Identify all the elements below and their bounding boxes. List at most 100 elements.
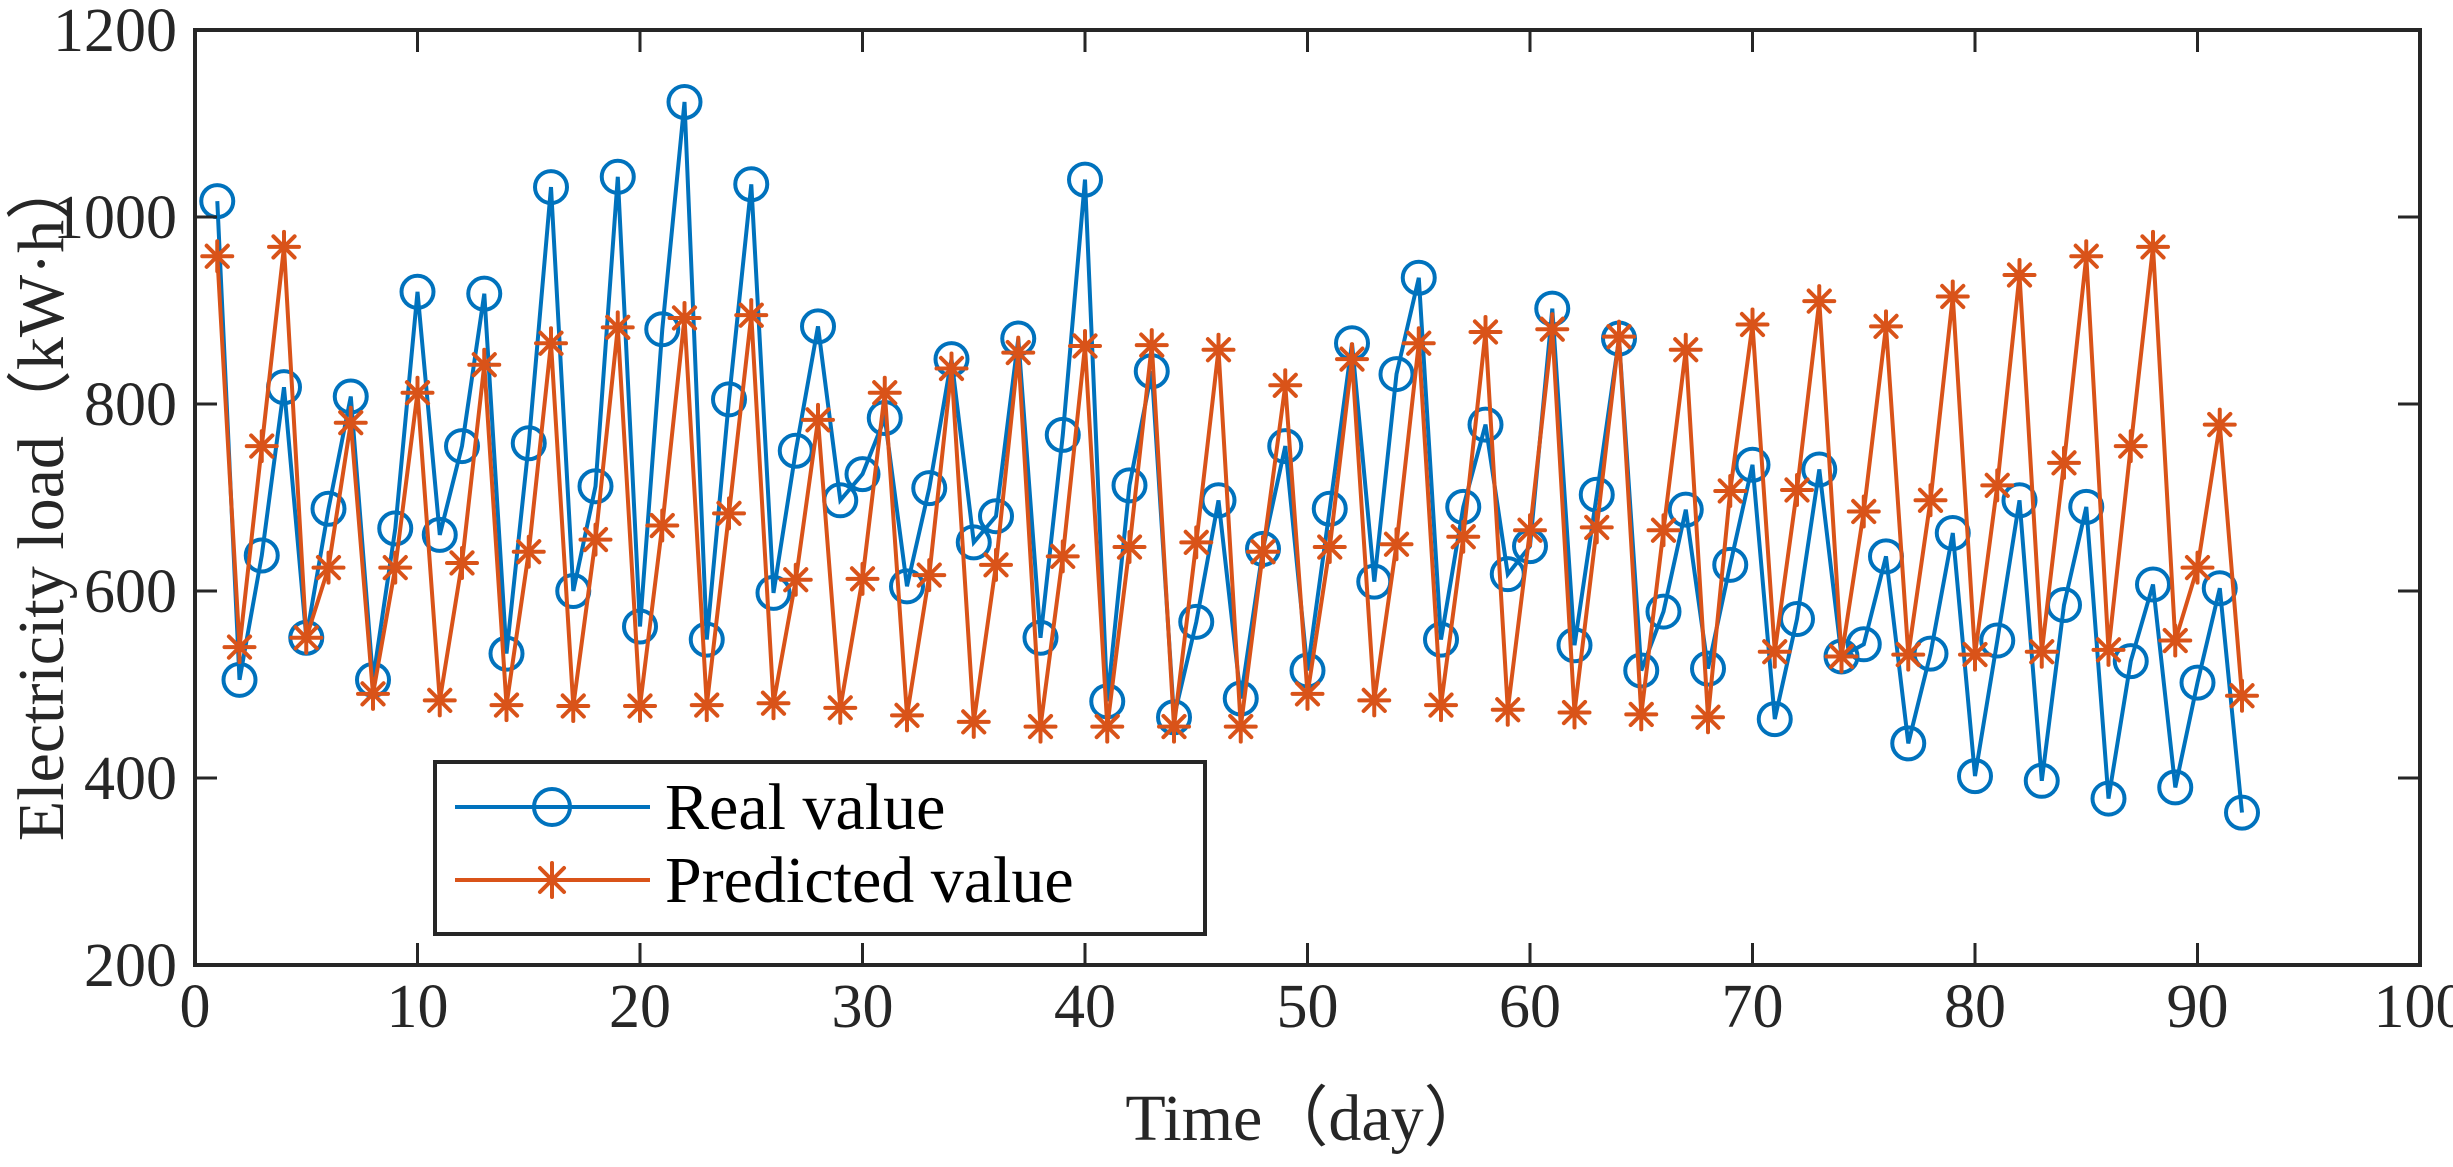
- data-point-real-value: [1400, 259, 1437, 296]
- x-tick-label: 10: [387, 973, 449, 1041]
- data-point-real-value: [377, 510, 414, 547]
- asterisk-stroke: [1472, 319, 1499, 345]
- asterisk-stroke: [2207, 411, 2233, 438]
- x-tick-label: 80: [1944, 973, 2006, 1041]
- data-point-predicted-value: [1268, 368, 1303, 403]
- data-point-predicted-value: [200, 239, 235, 274]
- data-point-predicted-value: [1335, 342, 1369, 377]
- asterisk-stroke: [2073, 243, 2099, 269]
- data-point-predicted-value: [600, 310, 635, 345]
- asterisk-stroke: [360, 681, 386, 707]
- asterisk-stroke: [1072, 333, 1098, 359]
- asterisk-stroke: [983, 552, 1009, 578]
- data-point-real-value: [1111, 467, 1148, 504]
- data-point-real-value: [1645, 593, 1682, 630]
- data-point-real-value: [1845, 626, 1882, 663]
- data-point-predicted-value: [1023, 709, 1058, 744]
- data-point-predicted-value: [1424, 688, 1458, 723]
- data-point-real-value: [1756, 701, 1793, 738]
- data-point-real-value: [1378, 356, 1415, 393]
- data-point-predicted-value: [1980, 468, 2015, 503]
- data-point-predicted-value: [645, 508, 680, 543]
- asterisk-stroke: [1361, 687, 1387, 714]
- data-point-real-value: [510, 425, 547, 462]
- data-point-predicted-value: [890, 698, 924, 733]
- data-point-predicted-value: [1958, 637, 1992, 672]
- asterisk-stroke: [783, 567, 809, 593]
- data-point-real-value: [310, 490, 347, 527]
- data-point-predicted-value: [289, 620, 324, 655]
- data-point-predicted-value: [267, 229, 301, 264]
- asterisk-stroke: [1027, 713, 1054, 740]
- asterisk-stroke: [1695, 704, 1721, 730]
- asterisk-stroke: [2184, 555, 2211, 581]
- asterisk-stroke: [1139, 332, 1165, 358]
- data-point-predicted-value: [1090, 709, 1125, 744]
- data-point-real-value: [399, 273, 436, 310]
- data-point-predicted-value: [1246, 534, 1280, 569]
- asterisk-stroke: [1828, 643, 1855, 670]
- data-point-predicted-value: [445, 545, 479, 580]
- data-point-predicted-value: [2225, 678, 2259, 713]
- data-point-predicted-value: [1490, 692, 1525, 727]
- data-point-predicted-value: [1891, 637, 1926, 672]
- data-point-real-value: [421, 516, 458, 553]
- asterisk-stroke: [1895, 641, 1921, 668]
- asterisk-stroke: [1228, 713, 1254, 740]
- axis-ticks: [193, 28, 2422, 967]
- asterisk-stroke: [961, 709, 987, 735]
- data-point-predicted-value: [1157, 709, 1191, 744]
- asterisk-stroke: [1317, 534, 1343, 560]
- legend-label-real-value: Real value: [665, 771, 945, 844]
- asterisk-stroke: [249, 433, 275, 459]
- data-point-real-value: [2224, 794, 2260, 831]
- asterisk-stroke: [204, 243, 230, 269]
- data-point-predicted-value: [556, 689, 591, 724]
- data-point-predicted-value: [1579, 510, 1614, 545]
- data-point-predicted-value: [1446, 519, 1481, 554]
- asterisk-stroke: [1339, 346, 1365, 372]
- series-line-real-value: [215, 101, 2244, 813]
- data-point-real-value: [1022, 619, 1059, 656]
- data-point-real-value: [599, 158, 636, 195]
- data-point-real-value: [2201, 570, 2238, 607]
- asterisk-stroke: [471, 352, 497, 378]
- data-point-predicted-value: [378, 550, 413, 585]
- asterisk-stroke: [894, 702, 920, 728]
- x-tick-label: 90: [2167, 973, 2229, 1041]
- data-point-predicted-value: [1780, 473, 1814, 508]
- asterisk-stroke: [315, 555, 342, 581]
- asterisk-stroke: [2051, 450, 2077, 476]
- data-point-real-value: [1979, 622, 2016, 659]
- legend-marker-circle-icon: [532, 787, 572, 827]
- legend: Real value Predicted value: [433, 760, 1207, 936]
- data-point-real-value: [1712, 546, 1749, 583]
- data-point-real-value: [1067, 161, 1103, 198]
- asterisk-stroke: [1940, 283, 1966, 310]
- data-point-real-value: [688, 621, 725, 658]
- data-point-predicted-value: [489, 688, 524, 723]
- data-point-predicted-value: [1201, 332, 1236, 367]
- data-point-real-value: [2157, 769, 2194, 806]
- data-point-real-value: [1667, 491, 1704, 528]
- asterisk-stroke: [449, 550, 475, 576]
- x-tick-label: 50: [1277, 973, 1339, 1041]
- data-point-predicted-value: [689, 688, 724, 723]
- data-point-predicted-value: [534, 326, 568, 361]
- asterisk-stroke: [1917, 487, 1944, 513]
- asterisk-stroke: [1005, 339, 1031, 366]
- data-point-real-value: [243, 537, 280, 574]
- data-point-predicted-value: [311, 550, 346, 585]
- data-point-real-value: [1556, 627, 1593, 664]
- asterisk-stroke: [226, 634, 253, 660]
- asterisk-stroke: [1205, 337, 1232, 363]
- asterisk-stroke: [1606, 324, 1632, 350]
- asterisk-stroke: [872, 380, 898, 406]
- asterisk-stroke: [1183, 529, 1209, 555]
- asterisk-stroke: [1495, 697, 1521, 723]
- data-point-predicted-value: [845, 561, 880, 596]
- asterisk-stroke: [1517, 517, 1543, 543]
- asterisk-stroke: [1584, 514, 1610, 541]
- asterisk-stroke: [2095, 637, 2122, 663]
